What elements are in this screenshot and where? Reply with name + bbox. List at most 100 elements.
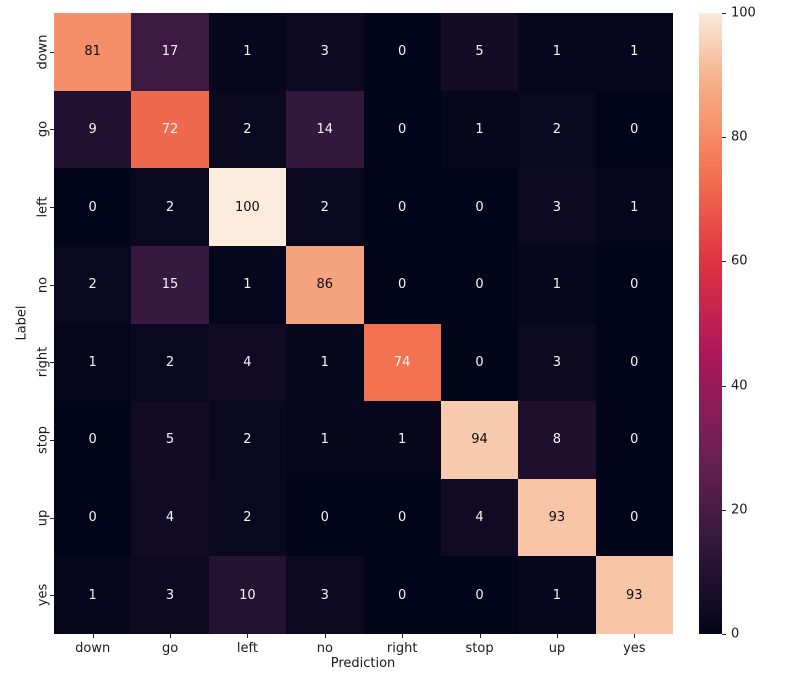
x-tick-label: no (316, 641, 333, 656)
cell-value: 17 (161, 44, 179, 60)
heatmap-cell: 2 (208, 90, 287, 169)
heatmap-cell: 3 (131, 556, 209, 634)
heatmap-cell: 2 (54, 245, 132, 324)
cell-value: 2 (165, 354, 175, 370)
cell-value: 4 (475, 510, 484, 526)
heatmap-cell: 1 (208, 245, 287, 324)
cell-value: 0 (630, 277, 639, 293)
y-axis-label: Label (14, 305, 30, 341)
heatmap-cell: 0 (54, 168, 132, 246)
x-axis-label: Prediction (330, 656, 396, 671)
heatmap-cell: 2 (518, 90, 596, 169)
cell-value: 0 (630, 354, 639, 370)
heatmap-cell: 2 (131, 168, 209, 246)
y-tick-label: down (35, 34, 51, 70)
heatmap-cell: 1 (595, 13, 673, 91)
cell-value: 2 (243, 432, 252, 448)
heatmap-cell: 3 (518, 323, 596, 402)
x-tick-label: right (386, 641, 418, 656)
cell-value: 0 (398, 121, 407, 137)
heatmap-cell: 4 (131, 478, 209, 557)
cell-value: 0 (88, 510, 97, 526)
heatmap-cell: 0 (595, 90, 673, 169)
y-tick-mark (50, 51, 54, 53)
x-tick-label: up (548, 641, 566, 656)
heatmap-cell: 3 (286, 13, 364, 91)
cell-value: 1 (243, 277, 252, 293)
heatmap-cell: 0 (440, 556, 519, 634)
y-tick-label: no (35, 276, 51, 293)
heatmap-cell: 93 (595, 556, 673, 634)
cell-value: 0 (88, 432, 97, 448)
cell-value: 1 (475, 121, 484, 137)
cell-value: 74 (393, 354, 411, 370)
cell-value: 3 (320, 44, 329, 60)
cell-value: 3 (165, 587, 175, 603)
cell-value: 0 (475, 587, 484, 603)
colorbar-tick-mark (722, 13, 726, 14)
heatmap-cell: 1 (518, 13, 596, 91)
cell-value: 9 (88, 121, 97, 137)
cell-value: 0 (398, 587, 407, 603)
heatmap-cell: 0 (286, 478, 364, 557)
x-tick-mark (170, 634, 172, 638)
cell-value: 4 (243, 354, 252, 370)
y-tick-label: left (35, 196, 51, 218)
heatmap-cell: 2 (286, 168, 364, 246)
cell-value: 86 (316, 277, 334, 293)
heatmap-cell: 1 (518, 245, 596, 324)
heatmap-cell: 0 (440, 245, 519, 324)
cell-value: 1 (630, 44, 639, 60)
y-tick-mark (50, 439, 54, 441)
y-tick-mark (50, 129, 54, 131)
cell-value: 93 (548, 510, 566, 526)
cell-value: 1 (552, 44, 562, 60)
cell-value: 2 (552, 121, 562, 137)
heatmap-cell: 1 (208, 13, 287, 91)
heatmap-cell: 10 (208, 556, 287, 634)
cell-value: 0 (398, 199, 407, 215)
y-tick-label: stop (35, 425, 51, 454)
heatmap-cell: 15 (131, 245, 209, 324)
heatmap-cell: 1 (54, 323, 132, 402)
heatmap-cell: 1 (363, 401, 441, 479)
heatmap-cell: 3 (518, 168, 596, 246)
cell-value: 3 (320, 587, 329, 603)
x-tick-label: left (236, 641, 258, 656)
cell-value: 1 (552, 587, 562, 603)
cell-value: 0 (630, 121, 639, 137)
cell-value: 94 (471, 432, 488, 448)
heatmap-cell: 0 (363, 245, 441, 324)
cell-value: 5 (475, 44, 484, 60)
heatmap-cell: 0 (440, 323, 519, 402)
colorbar-tick-mark (722, 385, 726, 387)
colorbar-tick-label: 60 (731, 253, 748, 269)
heatmap-cell: 0 (363, 13, 441, 91)
x-tick-label: go (161, 641, 179, 656)
colorbar-tick-label: 100 (731, 5, 756, 21)
heatmap-cell: 93 (518, 478, 596, 557)
colorbar-tick-label: 0 (731, 626, 740, 642)
colorbar-tick-mark (722, 261, 726, 263)
y-tick-label: yes (35, 583, 51, 607)
heatmap-cell: 1 (440, 90, 519, 169)
heatmap-cell: 0 (595, 323, 673, 402)
cell-value: 2 (88, 277, 97, 293)
cell-value: 1 (88, 587, 97, 603)
heatmap-cell: 0 (363, 556, 441, 634)
cell-value: 0 (475, 354, 484, 370)
heatmap-cell: 1 (595, 168, 673, 246)
cell-value: 0 (630, 432, 639, 448)
heatmap-cell: 72 (131, 90, 209, 169)
heatmap-cell: 94 (440, 401, 519, 479)
y-tick-mark (50, 517, 54, 519)
cell-value: 3 (552, 354, 562, 370)
heatmap-cell: 1 (518, 556, 596, 634)
cell-value: 1 (552, 277, 562, 293)
heatmap-cell: 1 (286, 323, 364, 402)
cell-value: 0 (398, 510, 407, 526)
x-tick-label: stop (465, 641, 494, 656)
heatmap-cell: 0 (363, 168, 441, 246)
y-tick-label: go (35, 121, 51, 138)
cell-value: 1 (320, 354, 329, 370)
